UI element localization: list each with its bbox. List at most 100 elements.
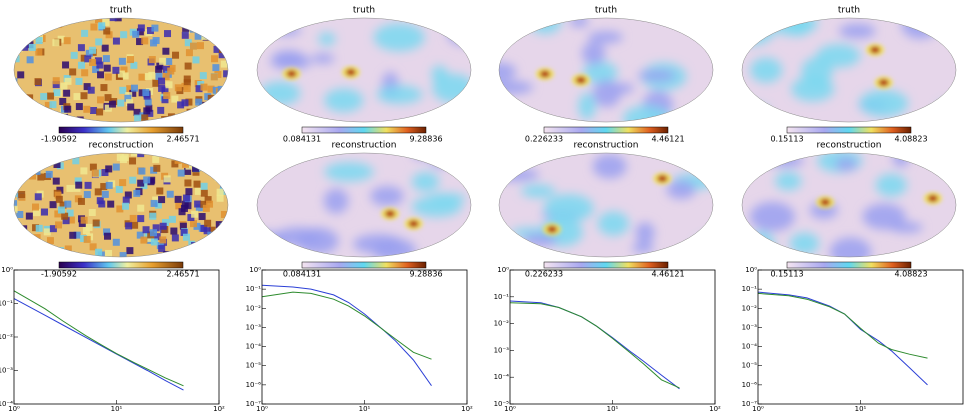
spectrum-line bbox=[261, 284, 432, 386]
map-pixel bbox=[87, 86, 95, 94]
map-pixel bbox=[119, 86, 127, 94]
map-pixel bbox=[200, 200, 208, 208]
map-pixel bbox=[14, 250, 20, 257]
map-pixel bbox=[104, 94, 112, 102]
y-tick-label: 10⁻⁶ bbox=[742, 381, 758, 389]
map-pixel bbox=[29, 172, 37, 180]
map-pixel bbox=[69, 231, 77, 239]
colorbar-min: -1.90592 bbox=[41, 135, 77, 144]
y-tick-label: 10⁻² bbox=[742, 304, 758, 312]
map-pixel bbox=[33, 153, 41, 160]
map-outline bbox=[256, 152, 472, 258]
map-blob bbox=[583, 61, 618, 84]
map-pixel bbox=[132, 30, 140, 38]
spectrum-line bbox=[757, 291, 928, 386]
map-pixel bbox=[177, 155, 185, 163]
map-pixel bbox=[177, 169, 185, 177]
map-pixel bbox=[223, 70, 228, 78]
x-tick-label: 10⁰ bbox=[752, 405, 764, 413]
map-pixel bbox=[199, 106, 207, 114]
map-blob bbox=[775, 172, 802, 191]
map-pixel bbox=[57, 153, 65, 158]
map-pixel bbox=[129, 176, 137, 184]
y-tick-label: 10⁻³ bbox=[494, 346, 510, 354]
map-title: reconstruction bbox=[88, 141, 153, 151]
map-pixel bbox=[120, 31, 128, 39]
colorbar-min: 0.226233 bbox=[525, 135, 563, 144]
map-pixel bbox=[80, 167, 88, 175]
map-pixel bbox=[206, 19, 214, 27]
colorbar bbox=[58, 261, 184, 269]
map-pixel bbox=[218, 90, 226, 98]
map-pixel bbox=[101, 190, 109, 198]
map-outline bbox=[13, 17, 229, 123]
map-pixel bbox=[19, 93, 27, 101]
map-pixel bbox=[26, 117, 34, 122]
map-pixel bbox=[213, 238, 221, 246]
map-blob bbox=[427, 193, 467, 204]
map-pixel bbox=[185, 49, 193, 57]
map-pixel bbox=[149, 229, 157, 237]
map-pixel bbox=[62, 61, 70, 69]
map-pixel bbox=[130, 61, 138, 69]
map-pixel bbox=[60, 82, 68, 90]
map-blob bbox=[445, 18, 471, 31]
map-pixel bbox=[116, 205, 124, 213]
map bbox=[14, 153, 228, 257]
map-pixel bbox=[78, 61, 86, 69]
map-pixel bbox=[167, 67, 175, 75]
colorbar-min: 0.084131 bbox=[283, 270, 321, 279]
map-pixel bbox=[138, 167, 146, 175]
map-pixel bbox=[159, 222, 167, 230]
map-pixel bbox=[164, 30, 172, 38]
map-pixel bbox=[220, 210, 228, 218]
map-pixel bbox=[52, 177, 60, 185]
map-pixel bbox=[64, 245, 72, 253]
map-blob bbox=[637, 69, 676, 82]
map-pixel bbox=[199, 72, 207, 80]
map-pixel bbox=[148, 176, 156, 184]
map-pixel bbox=[49, 225, 57, 233]
map-pixel bbox=[144, 73, 152, 81]
map-pixel bbox=[14, 100, 18, 108]
map-blob bbox=[411, 172, 440, 192]
map-pixel bbox=[51, 18, 59, 24]
x-tick-label: 10² bbox=[709, 405, 721, 413]
map-pixel bbox=[112, 163, 120, 171]
map-pixel bbox=[136, 28, 144, 36]
map-pixel bbox=[212, 237, 220, 245]
map-pixel bbox=[25, 212, 33, 220]
map-pixel bbox=[109, 18, 117, 22]
map-blob bbox=[748, 231, 775, 257]
map-hot-core bbox=[575, 76, 586, 84]
map-pixel bbox=[84, 181, 92, 189]
map-pixel bbox=[130, 84, 138, 92]
y-tick-label: 10⁻² bbox=[494, 320, 510, 328]
map-blob bbox=[324, 88, 364, 113]
map-pixel bbox=[183, 85, 191, 93]
map-title: truth bbox=[110, 6, 132, 16]
map-pixel bbox=[35, 224, 43, 232]
map-blob bbox=[323, 188, 349, 214]
map-pixel bbox=[222, 18, 228, 25]
map-pixel bbox=[28, 43, 36, 51]
map-pixel bbox=[130, 153, 138, 157]
map-pixel bbox=[59, 97, 67, 105]
map-pixel bbox=[213, 45, 221, 53]
map-pixel bbox=[33, 234, 41, 242]
map-pixel bbox=[194, 32, 202, 40]
map-outline bbox=[498, 17, 714, 123]
map-pixel bbox=[222, 21, 228, 29]
map-blob bbox=[257, 233, 271, 244]
map-pixel bbox=[187, 214, 195, 222]
map-pixel bbox=[151, 24, 159, 32]
map-pixel bbox=[155, 72, 163, 80]
colorbar-max: 4.46121 bbox=[651, 135, 684, 144]
map-blob bbox=[270, 24, 302, 36]
map-pixel bbox=[204, 103, 212, 111]
x-tick-label: 10¹ bbox=[359, 405, 371, 413]
map-pixel bbox=[163, 175, 171, 183]
map-blob bbox=[259, 81, 301, 106]
map-blob bbox=[915, 18, 956, 28]
map-pixel bbox=[182, 251, 190, 257]
